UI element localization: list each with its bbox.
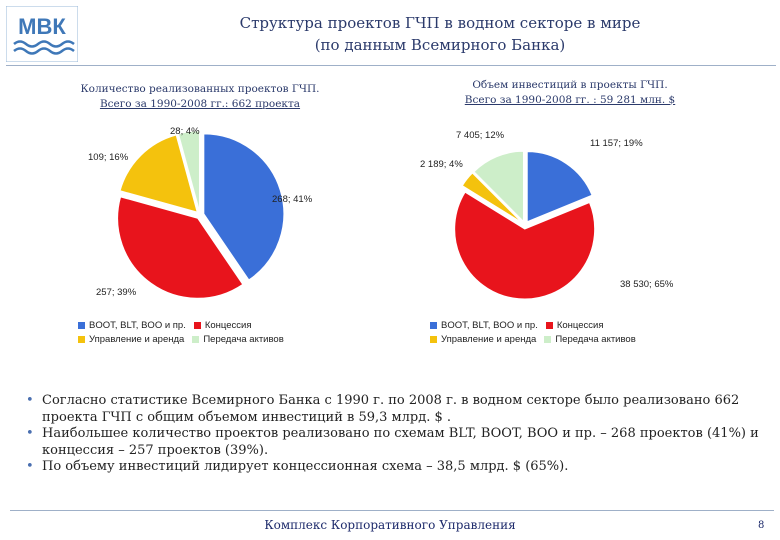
pie-slice-transfer	[473, 150, 524, 223]
slide-title-line2: (по данным Всемирного Банка)	[314, 36, 566, 54]
footer-divider	[10, 510, 774, 511]
legend-label-management: Управление и аренда	[441, 333, 537, 345]
right-chart-subtitle-line1: Объем инвестиций в проекты ГЧП.	[472, 79, 668, 91]
bullet-dot-icon: •	[26, 393, 34, 408]
company-logo: МВК	[5, 5, 79, 63]
right-chart-subtitle-line2: Всего за 1990-2008 гг. : 59 281 млн. $	[464, 94, 676, 106]
pie-slice-boot	[526, 151, 593, 223]
page-number: 8	[758, 520, 765, 531]
legend-label-concession: Концессия	[204, 319, 252, 331]
right-chart-subtitle: Объем инвестиций в проекты ГЧП. Всего за…	[400, 78, 740, 108]
pie-data-label-management: 109; 16%	[88, 152, 129, 163]
left-chart-subtitle: Количество реализованных проектов ГЧП. В…	[30, 82, 370, 112]
right-pie-chart: 11 157; 19% 38 530; 65% 2 189; 4% 7 405; 12…	[420, 130, 674, 300]
bullet-text: Согласно статистике Всемирного Банка с 1…	[42, 393, 740, 425]
legend-swatch-concession	[545, 321, 553, 329]
pie-data-label-concession: 38 530; 65%	[620, 279, 674, 290]
legend-swatch-transfer	[192, 335, 200, 343]
logo-text: МВК	[18, 14, 66, 39]
pie-slice-concession	[117, 196, 244, 299]
legend-swatch-boot	[78, 321, 85, 329]
left-chart-subtitle-line1: Количество реализованных проектов ГЧП.	[80, 83, 320, 95]
legend-label-management: Управление и аренда	[89, 333, 185, 345]
bullet-item: • Наибольшее количество проектов реализов…	[26, 426, 771, 459]
legend-swatch-management	[78, 335, 85, 343]
summary-bullet-list: • Согласно статистике Всемирного Банка с …	[26, 393, 771, 476]
pie-slice-management	[119, 134, 198, 213]
right-chart-legend: BOOT, BLT, BOO и пр. Концессия Управлени…	[430, 318, 644, 346]
pie-slice-management	[461, 172, 523, 223]
pie-data-label-management: 2 189; 4%	[420, 159, 463, 170]
header-divider	[6, 65, 776, 66]
legend-swatch-concession	[193, 321, 201, 329]
bullet-item: • Согласно статистике Всемирного Банка с …	[26, 393, 771, 426]
legend-swatch-management	[430, 335, 437, 343]
legend-label-transfer: Передача активов	[555, 333, 636, 345]
pie-data-label-concession: 257; 39%	[96, 287, 137, 298]
legend-label-boot: BOOT, BLT, BOO и пр.	[441, 319, 538, 331]
pie-slice-boot	[203, 133, 285, 281]
legend-swatch-boot	[430, 321, 437, 329]
left-chart-legend: BOOT, BLT, BOO и пр. Концессия Управлени…	[78, 318, 292, 346]
legend-label-transfer: Передача активов	[203, 333, 284, 345]
bullet-dot-icon: •	[26, 459, 34, 474]
legend-label-boot: BOOT, BLT, BOO и пр.	[89, 319, 186, 331]
pie-data-label-boot: 11 157; 19%	[590, 138, 643, 149]
bullet-dot-icon: •	[26, 426, 34, 441]
bullet-text: Наибольшее количество проектов реализова…	[42, 426, 759, 458]
left-pie-chart: 268; 41% 257; 39% 109; 16% 28; 4%	[88, 126, 313, 299]
pie-data-label-boot: 268; 41%	[272, 194, 313, 205]
legend-swatch-transfer	[544, 335, 552, 343]
bullet-text: По объему инвестиций лидирует концессион…	[42, 459, 569, 474]
pie-data-label-transfer: 28; 4%	[170, 126, 200, 137]
bullet-item: • По объему инвестиций лидирует концессио…	[26, 459, 771, 476]
footer-text: Комплекс Корпоративного Управления	[264, 518, 516, 532]
pie-slice-transfer	[177, 130, 200, 212]
slide-title-line1: Структура проектов ГЧП в водном секторе …	[239, 14, 641, 32]
pie-slice-concession	[454, 191, 596, 300]
legend-label-concession: Концессия	[556, 319, 604, 331]
left-chart-subtitle-line2: Всего за 1990-2008 гг.: 662 проекта	[99, 98, 301, 110]
pie-data-label-transfer: 7 405; 12%	[456, 130, 505, 141]
